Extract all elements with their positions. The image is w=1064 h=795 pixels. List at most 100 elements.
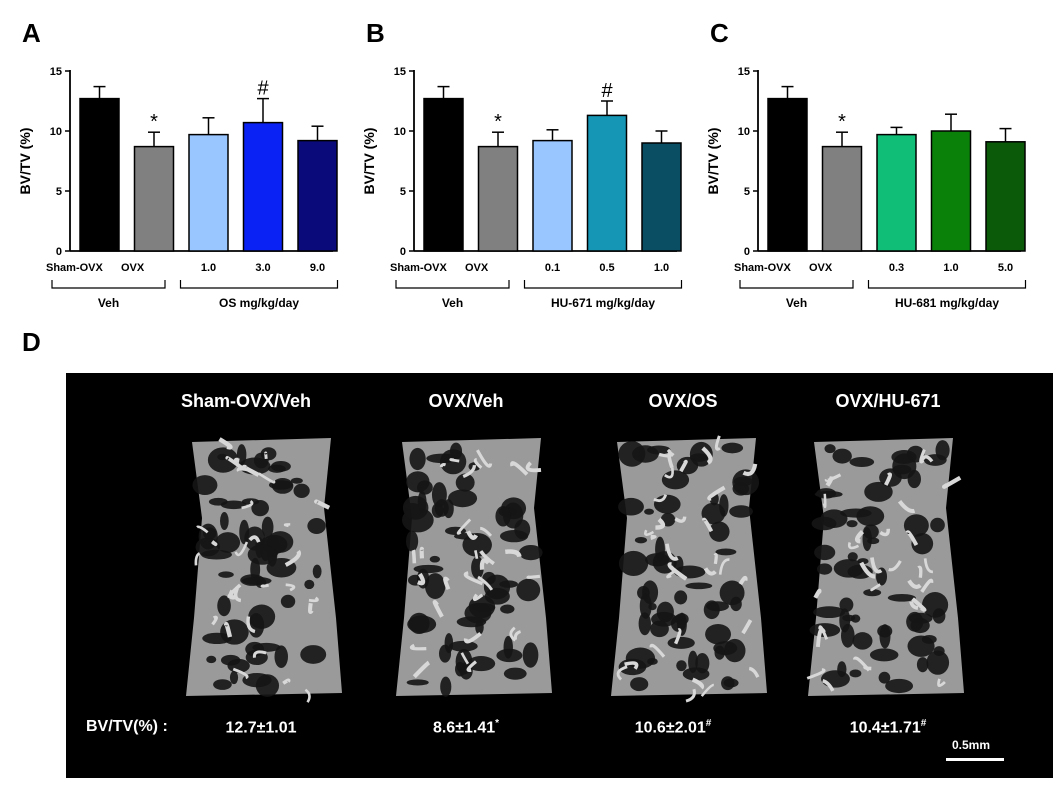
bone-trabecula [905,530,919,546]
bone-trabecula [649,643,666,658]
bone-trabecula [911,597,927,612]
bone-pore [618,441,646,467]
bar [297,139,338,252]
bone-pore [406,679,429,686]
bone-trabecula [284,549,301,567]
bone-trabecula [474,549,479,559]
bone-trabecula [194,552,201,566]
bone-pore [839,608,851,633]
group-label: Veh [442,296,463,310]
bone-pore [307,518,326,534]
group-bracket [179,280,339,289]
bone-trabecula [466,660,477,673]
bone-trabecula [701,446,713,465]
bone-trabecula [650,534,657,540]
bone-trabecula [847,542,860,550]
bvtv-value-os: 10.6±2.01# [634,718,712,737]
bone-trabecula [888,560,902,572]
bone-trabecula [260,583,269,588]
x-tick-label: 1.0 [943,262,958,274]
bone-trabecula [644,529,655,536]
bone-trabecula [818,625,829,640]
y-axis-ticks: 0 5 10 15 [394,66,414,258]
bone-trabecula [412,660,431,679]
bone-pore [444,633,454,654]
y-tick-label: 15 [50,66,62,78]
y-tick-label: 0 [744,246,750,258]
bone-pore [724,638,746,663]
group-label: Veh [786,296,807,310]
bone-trabecula [748,666,760,678]
bone-pore [849,456,875,467]
bone-pore [429,555,441,563]
bone-pore [833,559,865,578]
bone-trabecula [460,652,470,665]
bone-pore [516,578,541,602]
y-tick-label: 0 [56,246,62,258]
bvtv-value-ovx: 8.6±1.41* [432,718,500,737]
bone-trabecula [416,572,426,586]
bone-trabecula [211,615,218,626]
bone-trabecula [282,678,291,685]
bone-trabecula [920,455,934,463]
bone-pore [215,532,241,553]
bone-pore [846,520,858,528]
bone-trabecula [510,461,529,476]
x-tick-label: 0.5 [599,262,614,274]
bone-pore [618,550,649,576]
bone-trabecula [234,541,249,557]
bone-pore [877,624,893,638]
bone-trabecula [919,448,926,464]
bone-pore [910,617,930,634]
bone-pore [921,634,937,644]
bvtv-value-sham: 12.7±1.01 [225,719,297,737]
bar [876,133,917,252]
bone-pore [705,623,732,645]
bone-pore [816,488,837,499]
significance-mark: * [150,111,158,133]
bone-trabecula [703,567,717,576]
bone-trabecula [432,600,444,618]
micro-ct-title-ovx: OVX/Veh [428,391,504,411]
bar [423,97,464,252]
bone-trabecula [653,494,668,503]
bone-trabecula [285,583,296,592]
bone-trabecula [667,562,688,581]
bone-pore [674,613,689,625]
bone-trabecula [227,583,242,599]
bone-trabecula [479,558,491,570]
bar [477,145,519,252]
bone-pore [685,582,713,590]
bone-trabecula [813,588,822,599]
bone-pore [715,548,737,556]
bone-trabecula [526,574,541,579]
bone-pore [645,553,670,567]
bone-trabecula [870,583,881,592]
bone-pore [864,481,893,502]
bar [821,145,863,252]
bone-trabecula [443,576,451,591]
bone-pore [514,519,531,540]
y-tick-label: 15 [738,66,750,78]
bone-pore [522,642,539,668]
group-label: Veh [98,296,119,310]
bone-pore [935,440,950,461]
bone-trabecula [258,472,276,484]
bone-pore [261,516,274,539]
bone-trabecula [308,602,314,615]
bone-pore [878,671,891,684]
bone-pore [202,632,232,645]
bone-trabecula [870,557,883,574]
bone-pore [837,661,847,678]
bone-pore [467,656,496,672]
bone-pore [280,594,296,608]
bone-trabecula [456,518,472,535]
bone-render-os [611,435,767,703]
bone-pore [682,667,710,681]
bone-trabecula [884,472,893,486]
group-label: OS mg/kg/day [219,296,299,310]
group-label: HU-681 mg/kg/day [895,296,999,310]
bar [641,142,682,252]
x-tick-label: 1.0 [201,262,216,274]
bar [586,114,628,252]
